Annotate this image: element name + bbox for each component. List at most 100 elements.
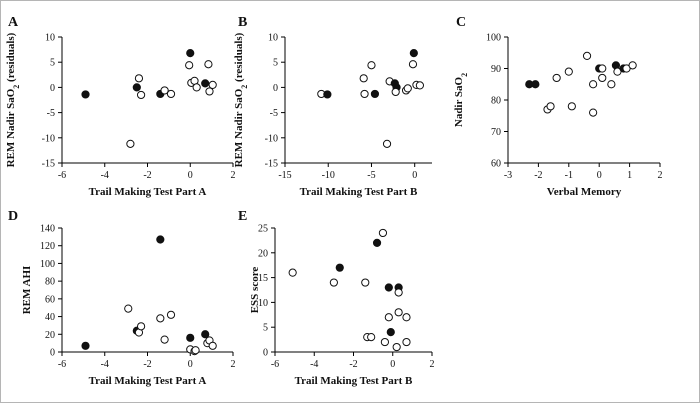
open-point-d: [156, 314, 165, 323]
panel-letter-e: E: [238, 209, 247, 224]
y-axis-label-main-d: REM AHI: [21, 266, 33, 315]
x-tick-label-a: 0: [188, 170, 193, 181]
x-axis-label-e: Trail Making Test Part B: [295, 375, 413, 387]
open-point-e: [402, 337, 411, 347]
open-point-d: [191, 346, 200, 355]
x-tick-label-e: -2: [349, 359, 357, 370]
open-point-d: [166, 310, 176, 319]
open-point-e: [378, 228, 388, 238]
x-tick-label-a: -6: [58, 170, 66, 181]
open-point-b: [359, 74, 368, 83]
x-tick-label-c: 0: [597, 170, 602, 181]
x-tick-label-c: -1: [565, 170, 573, 181]
open-point-d: [160, 335, 169, 344]
open-point-b: [415, 81, 424, 90]
open-point-c: [598, 73, 607, 83]
filled-point-e: [386, 328, 395, 337]
x-tick-label-c: -3: [504, 170, 512, 181]
filled-point-d: [156, 235, 165, 244]
y-tick-label-d: 100: [40, 259, 55, 270]
open-point-b: [382, 139, 392, 148]
y-axis-label-main-e: ESS score: [249, 267, 261, 314]
y-axis-label-sub-a: 2: [12, 85, 21, 89]
open-point-c: [564, 67, 573, 76]
y-tick-label-a: -15: [42, 159, 55, 170]
y-tick-label-b: -15: [265, 159, 278, 170]
y-axis-label-tail-a: (residuals): [5, 32, 17, 84]
x-tick-label-c: 2: [658, 170, 663, 181]
x-tick-label-c: -2: [534, 170, 542, 181]
open-point-a: [160, 86, 169, 95]
filled-point-b: [323, 90, 332, 99]
x-tick-label-d: 0: [188, 359, 193, 370]
y-tick-label-e: 20: [258, 248, 268, 259]
open-point-b: [360, 89, 369, 99]
x-axis-label-c: Verbal Memory: [547, 186, 622, 198]
filled-point-d: [201, 330, 210, 339]
y-tick-label-c: 90: [491, 64, 501, 75]
y-tick-label-b: -10: [265, 133, 278, 144]
filled-point-c: [531, 80, 540, 89]
y-tick-label-a: 0: [50, 83, 55, 94]
y-tick-label-b: 10: [268, 33, 278, 44]
filled-point-a: [201, 79, 210, 88]
x-tick-label-b: -10: [322, 170, 335, 181]
open-point-e: [380, 337, 389, 347]
open-point-a: [204, 60, 213, 69]
y-tick-label-a: -5: [47, 108, 55, 119]
open-point-e: [329, 278, 338, 287]
open-point-c: [567, 102, 576, 111]
open-point-b: [391, 87, 400, 97]
y-tick-label-c: 60: [491, 159, 501, 170]
filled-point-a: [186, 49, 195, 58]
open-point-c: [552, 73, 561, 83]
y-tick-label-a: -10: [42, 133, 55, 144]
filled-point-e: [372, 238, 382, 247]
y-tick-label-d: 120: [40, 241, 55, 252]
x-tick-label-e: -6: [271, 359, 279, 370]
x-tick-label-a: -4: [101, 170, 109, 181]
x-tick-label-d: -4: [101, 359, 109, 370]
y-tick-label-b: 0: [273, 83, 278, 94]
panel-letter-b: B: [238, 15, 247, 30]
x-tick-label-a: 2: [231, 170, 236, 181]
y-tick-label-e: 10: [258, 298, 268, 309]
open-point-b: [408, 60, 418, 69]
y-axis-label-main-c: Nadir SaO: [453, 76, 465, 127]
y-tick-label-d: 20: [45, 330, 55, 341]
panel-letter-c: C: [456, 15, 466, 30]
x-tick-label-e: 2: [430, 359, 435, 370]
x-axis-label-b: Trail Making Test Part B: [300, 186, 418, 198]
open-point-e: [361, 278, 370, 287]
y-tick-label-c: 100: [486, 33, 501, 44]
open-point-e: [367, 333, 376, 342]
x-tick-label-a: -2: [143, 170, 151, 181]
open-point-c: [546, 102, 555, 111]
filled-point-b: [370, 89, 380, 99]
y-axis-label-e: ESS score: [249, 267, 261, 314]
y-axis-label-c: Nadir SaO2: [453, 73, 469, 127]
y-axis-label-main-b: REM Nadir SaO: [233, 88, 245, 167]
y-axis-label-sub-c: 2: [460, 73, 469, 77]
panel-letter-a: A: [8, 15, 19, 30]
filled-point-d: [186, 333, 195, 342]
filled-point-e: [384, 283, 393, 292]
open-point-e: [402, 313, 411, 322]
open-point-e: [394, 308, 403, 317]
y-tick-label-d: 40: [45, 312, 55, 323]
open-point-c: [607, 80, 616, 89]
x-axis-label-d: Trail Making Test Part A: [89, 375, 207, 387]
panel-letter-d: D: [8, 209, 18, 224]
filled-point-b: [409, 49, 418, 58]
y-axis-label-a: REM Nadir SaO2 (residuals): [5, 32, 21, 167]
x-tick-label-e: -4: [310, 359, 318, 370]
panel-b: B -15 -10 -5 0 -15 -10 -5 0 5 10 Trail Making Test…: [233, 15, 432, 198]
y-tick-label-d: 60: [45, 294, 55, 305]
open-point-e: [394, 288, 403, 297]
y-tick-label-d: 0: [50, 348, 55, 359]
filled-point-a: [132, 83, 141, 92]
y-tick-label-d: 140: [40, 224, 55, 235]
open-point-d: [208, 341, 217, 350]
y-tick-label-c: 70: [491, 127, 501, 138]
